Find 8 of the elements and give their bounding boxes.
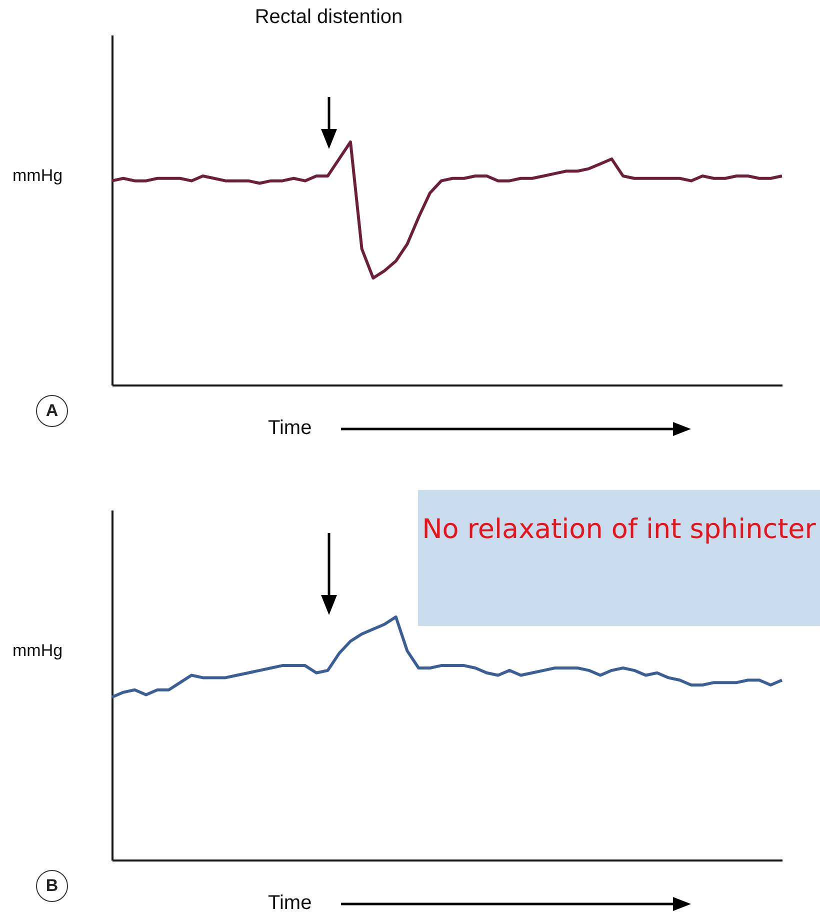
text: No relaxation of int sphincter <box>418 490 820 626</box>
text: A <box>36 395 68 427</box>
text: B <box>36 870 68 902</box>
y-axis-title: mmHg <box>12 640 63 660</box>
x-axis-title: Time <box>268 892 312 914</box>
x-axis-title: Time <box>268 417 312 440</box>
text: Rectal distention <box>254 6 404 28</box>
y-axis-title: mmHg <box>12 166 63 185</box>
